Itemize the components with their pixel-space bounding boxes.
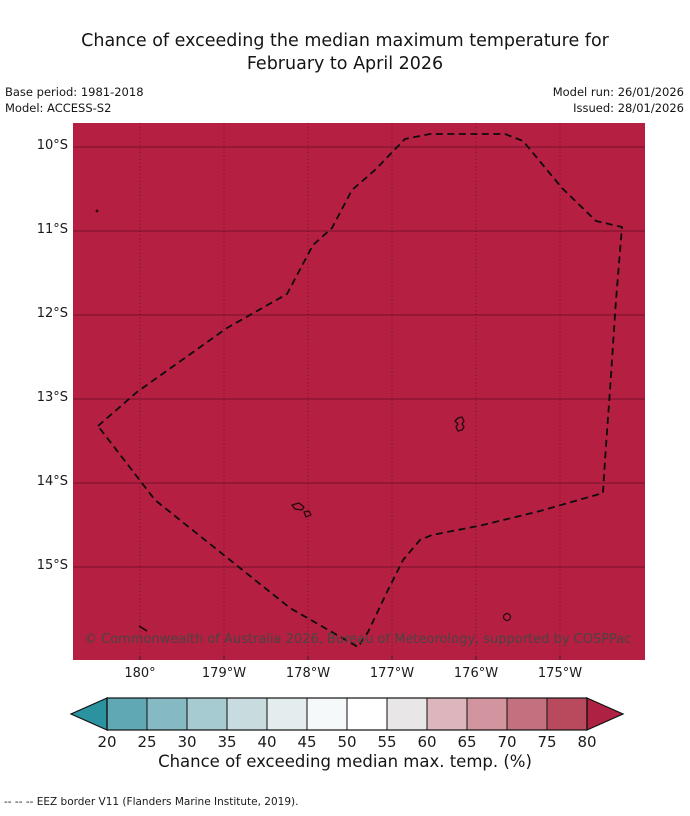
lat-tick-label: 10°S xyxy=(36,138,68,153)
lat-tick-label: 12°S xyxy=(36,306,68,321)
model-run-text: Model run: 26/01/2026 xyxy=(552,85,684,99)
issued-text: Issued: 28/01/2026 xyxy=(573,101,684,115)
lat-tick-label: 11°S xyxy=(36,222,68,237)
title-line-1: Chance of exceeding the median maximum t… xyxy=(81,31,609,51)
colorbar-tick-label: 65 xyxy=(457,733,477,751)
island-alofi xyxy=(303,510,312,518)
colorbar-left-arrow xyxy=(69,697,108,731)
colorbar-segment xyxy=(147,698,187,730)
colorbar-tick-label: 40 xyxy=(257,733,277,751)
colorbar-segment xyxy=(507,698,547,730)
lat-tick-label: 13°S xyxy=(36,390,68,405)
island-wallis xyxy=(454,416,465,432)
colorbar-tick-label: 20 xyxy=(97,733,117,751)
colorbar-segment xyxy=(387,698,427,730)
title-line-2: February to April 2026 xyxy=(246,54,444,74)
lon-tick-label: 176°W xyxy=(453,666,499,681)
lon-tick-label: 180° xyxy=(124,666,156,681)
island-futuna xyxy=(291,502,305,511)
colorbar-tick-label: 75 xyxy=(537,733,557,751)
lon-tick-label: 175°W xyxy=(537,666,583,681)
colorbar-segment xyxy=(347,698,387,730)
colorbar-right-arrow xyxy=(586,697,625,731)
colorbar-segment xyxy=(267,698,307,730)
page-title: Chance of exceeding the median maximum t… xyxy=(0,30,690,76)
base-period-text: Base period: 1981-2018 xyxy=(5,85,144,99)
model-text: Model: ACCESS-S2 xyxy=(5,101,112,115)
copyright-notice: © Commonwealth of Australia 2026, Bureau… xyxy=(84,632,632,647)
colorbar-segment xyxy=(547,698,587,730)
colorbar xyxy=(69,697,625,731)
island-dot xyxy=(95,209,99,213)
colorbar-label: Chance of exceeding median max. temp. (%… xyxy=(158,752,532,771)
lat-tick-label: 14°S xyxy=(36,474,68,489)
colorbar-segment xyxy=(427,698,467,730)
lon-tick-label: 178°W xyxy=(285,666,331,681)
colorbar-tick-label: 35 xyxy=(217,733,237,751)
colorbar-tick-label: 70 xyxy=(497,733,517,751)
colorbar-tick-label: 45 xyxy=(297,733,317,751)
colorbar-tick-label: 55 xyxy=(377,733,397,751)
map-ocean-fill xyxy=(73,123,645,660)
map-panel xyxy=(73,123,645,660)
colorbar-segment xyxy=(107,698,147,730)
colorbar-tick-label: 50 xyxy=(337,733,357,751)
meta-right: Model run: 26/01/2026 Issued: 28/01/2026 xyxy=(553,84,684,116)
map-svg xyxy=(73,123,645,660)
eez-footnote: -- -- -- EEZ border V11 (Flanders Marine… xyxy=(4,796,299,808)
colorbar-segment xyxy=(187,698,227,730)
colorbar-segment xyxy=(227,698,267,730)
colorbar-tick-label: 60 xyxy=(417,733,437,751)
colorbar-segment xyxy=(307,698,347,730)
colorbar-tick-label: 30 xyxy=(177,733,197,751)
lon-tick-label: 179°W xyxy=(201,666,247,681)
island-circle xyxy=(502,612,512,622)
island-streak xyxy=(138,625,148,632)
lon-tick-label: 177°W xyxy=(369,666,415,681)
colorbar-tick-label: 25 xyxy=(137,733,157,751)
colorbar-tick-label: 80 xyxy=(577,733,597,751)
colorbar-segment xyxy=(467,698,507,730)
meta-left: Base period: 1981-2018 Model: ACCESS-S2 xyxy=(5,84,144,116)
lat-tick-label: 15°S xyxy=(36,558,68,573)
